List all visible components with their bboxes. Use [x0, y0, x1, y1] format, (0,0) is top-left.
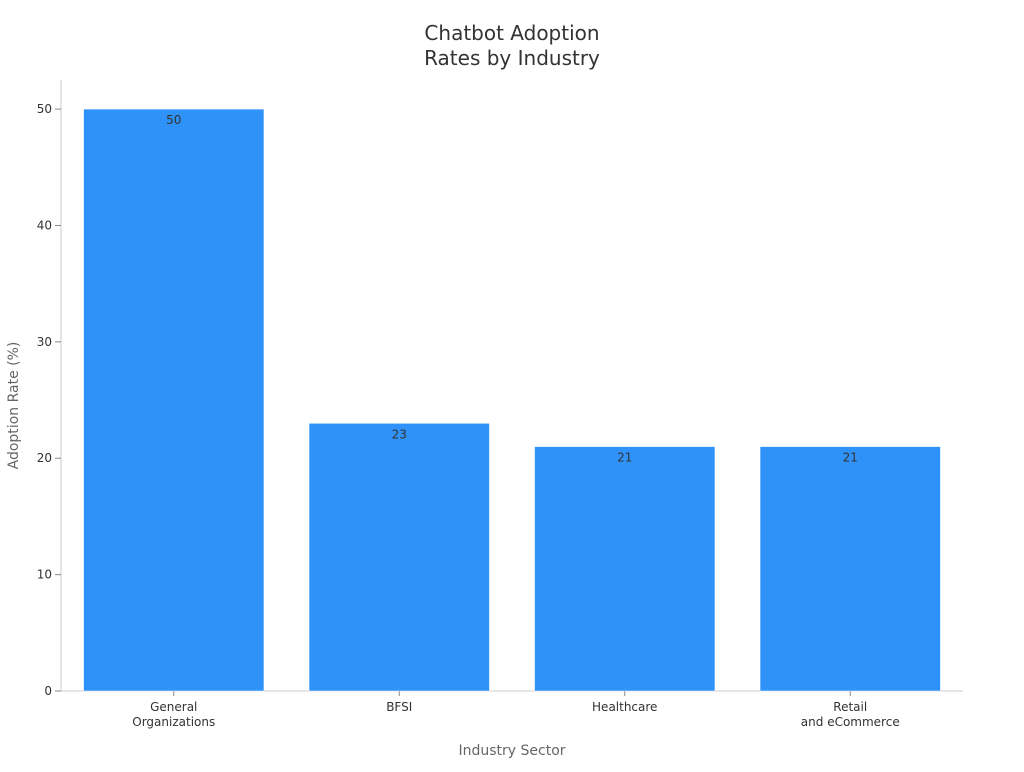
chart-title-line-1: Chatbot Adoption: [424, 21, 599, 45]
x-tick-label: Healthcare: [592, 700, 657, 714]
x-tick-label: General: [150, 700, 197, 714]
y-tick-label: 0: [44, 684, 52, 698]
chart-title-line-2: Rates by Industry: [424, 46, 600, 70]
bar: [534, 446, 716, 692]
x-tick-label: Retail: [833, 700, 867, 714]
y-tick-label: 40: [37, 218, 52, 232]
y-tick-label: 30: [37, 335, 52, 349]
x-tick-label: and eCommerce: [801, 715, 900, 729]
bar-value-label: 50: [166, 113, 181, 127]
y-tick-label: 10: [37, 568, 52, 582]
y-axis-title: Adoption Rate (%): [6, 342, 22, 470]
bar-value-label: 23: [392, 427, 407, 441]
y-axis: 0 10 20 30 40 50: [37, 80, 62, 698]
y-tick-label: 50: [37, 102, 52, 116]
data-labels: 50 23 21 21: [166, 113, 858, 465]
x-tick-label: Organizations: [132, 715, 215, 729]
bar: [83, 108, 265, 692]
bar: [308, 423, 490, 692]
bar-value-label: 21: [843, 451, 858, 465]
x-tick-label: BFSI: [386, 700, 412, 714]
x-axis-title: Industry Sector: [458, 743, 565, 759]
y-tick-label: 20: [37, 451, 52, 465]
bar-value-label: 21: [617, 451, 632, 465]
bar: [759, 446, 941, 692]
bars: [83, 108, 941, 692]
